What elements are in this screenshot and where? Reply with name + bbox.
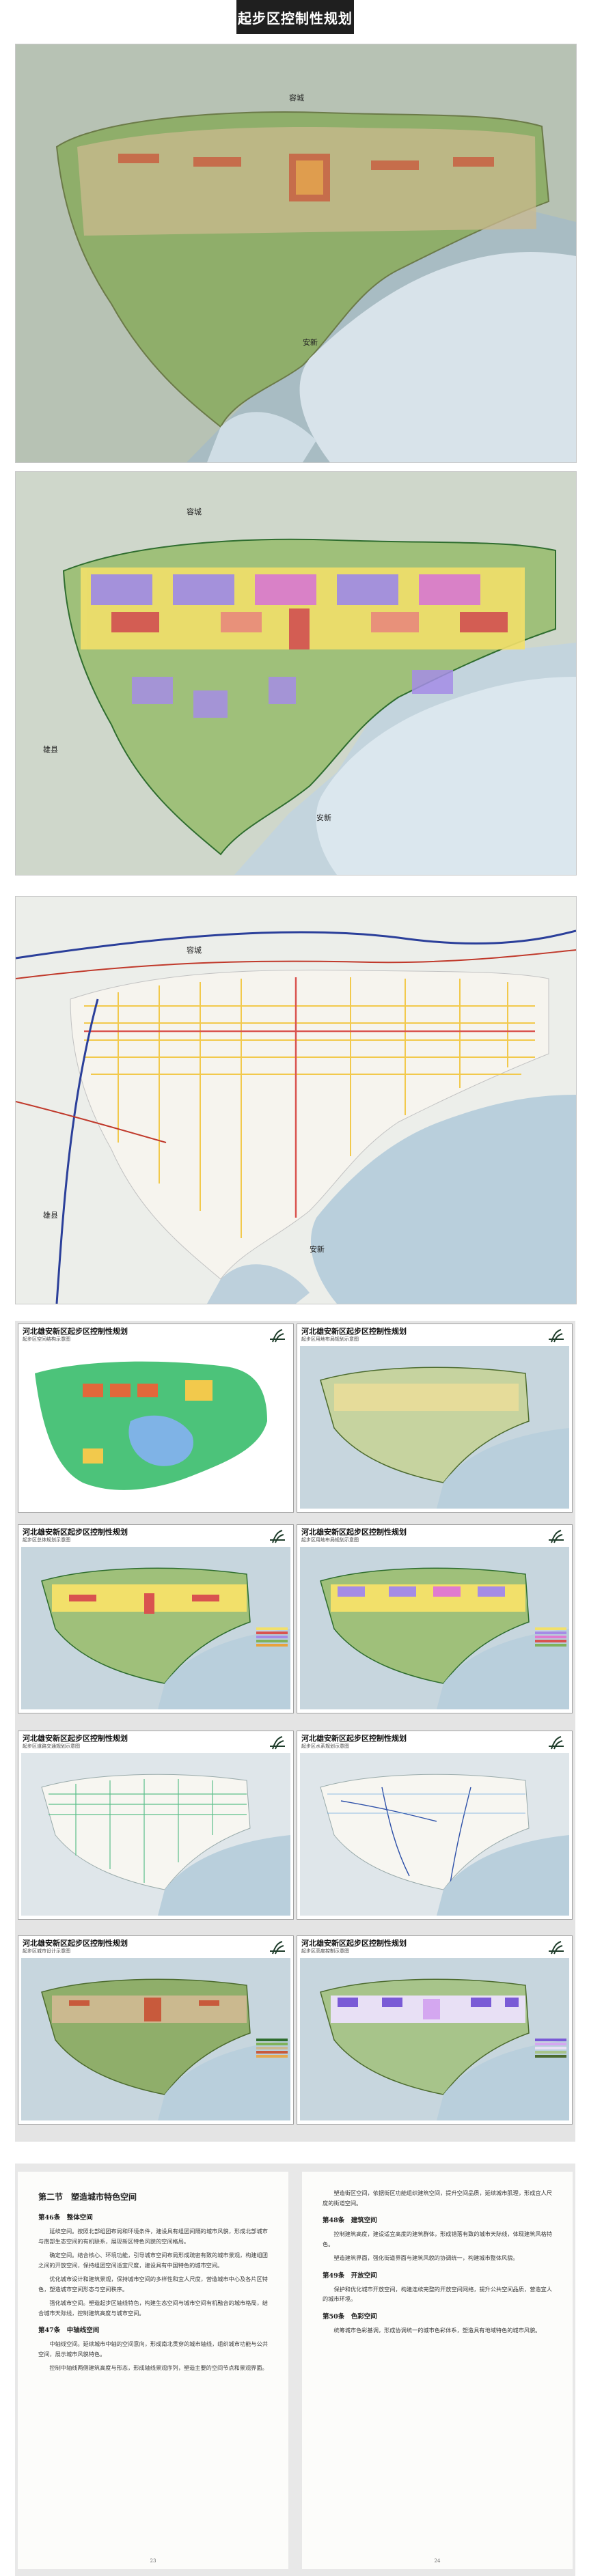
sheet-map xyxy=(21,1346,290,1509)
sheet-map xyxy=(300,1958,569,2120)
sheet-legend xyxy=(256,1627,288,1648)
paragraph: 保护和优化城市开放空间，构建连续完整的开放空间网络，提升公共空间品质，营造宜人的… xyxy=(323,2285,552,2303)
map3-label-south: 安新 xyxy=(310,1244,325,1254)
sheet-subtitle: 起步区水系规划示意图 xyxy=(301,1744,349,1749)
road-network-map-svg: 容城 雄县 安新 xyxy=(16,897,576,1304)
paragraph: 中轴线空间。延续城市中轴的空间意向，形成南北贯穿的城市轴线，组织城市功能与公共空… xyxy=(38,2340,268,2357)
sheet-title: 河北雄安新区起步区控制性规划 xyxy=(301,1940,407,1948)
map2-label-south: 安新 xyxy=(316,813,331,822)
planning-sheet: 河北雄安新区起步区控制性规划 起步区总体规划示意图 xyxy=(18,1524,294,1713)
sheet-title: 河北雄安新区起步区控制性规划 xyxy=(23,1735,128,1743)
map3-label-north: 容城 xyxy=(187,945,202,955)
emblem-icon xyxy=(549,1329,564,1343)
sheet-map xyxy=(21,1547,290,1709)
master-plan-map: 容城 安新 xyxy=(15,44,577,463)
sheet-subtitle: 起步区城市设计示意图 xyxy=(23,1949,70,1954)
page-number: 23 xyxy=(150,2558,156,2564)
sheet-subtitle: 起步区空间结构示意图 xyxy=(23,1337,70,1342)
sheet-legend xyxy=(535,2039,566,2059)
sheet-subtitle: 起步区用地布局规划示意图 xyxy=(301,1538,359,1543)
sheet-subtitle: 起步区道路交通规划示意图 xyxy=(23,1744,80,1749)
article-heading: 第47条 中轴线空间 xyxy=(38,2327,100,2334)
planning-sheet: 河北雄安新区起步区控制性规划 起步区空间结构示意图 xyxy=(18,1324,294,1513)
emblem-icon xyxy=(549,1736,564,1750)
section-title: 第二节 塑造城市特色空间 xyxy=(38,2192,137,2202)
document-page-left: 第二节 塑造城市特色空间 第46条 整体空间 延续空间。按照北部组团布局和环境条… xyxy=(18,2172,288,2569)
sheet-map xyxy=(300,1753,569,1916)
sheet-header: 河北雄安新区起步区控制性规划 起步区用地布局规划示意图 xyxy=(301,1327,520,1343)
emblem-icon xyxy=(549,1941,564,1955)
planning-sheet: 河北雄安新区起步区控制性规划 起步区道路交通规划示意图 xyxy=(18,1731,294,1920)
sheet-title: 河北雄安新区起步区控制性规划 xyxy=(301,1735,407,1743)
land-use-map-svg: 容城 雄县 安新 xyxy=(16,472,576,875)
article-heading: 第50条 色彩空间 xyxy=(323,2312,377,2321)
sheet-header: 河北雄安新区起步区控制性规划 起步区高度控制示意图 xyxy=(301,1939,520,1955)
paragraph: 确定空间。结合核心、环境功能，引导城市空间布局形成疏密有致的城市景观，构建组团之… xyxy=(38,2252,268,2269)
land-use-map: 容城 雄县 安新 xyxy=(15,471,577,876)
sheet-header: 河北雄安新区起步区控制性规划 起步区水系规划示意图 xyxy=(301,1734,520,1750)
sheet-map xyxy=(21,1958,290,2120)
sheet-title: 河北雄安新区起步区控制性规划 xyxy=(301,1328,407,1336)
article-heading: 第46条 整体空间 xyxy=(38,2214,93,2222)
sheet-title: 河北雄安新区起步区控制性规划 xyxy=(301,1528,407,1537)
emblem-icon xyxy=(549,1530,564,1543)
master-plan-map-svg: 容城 安新 xyxy=(16,44,576,462)
emblem-icon xyxy=(270,1329,285,1343)
planning-sheet: 河北雄安新区起步区控制性规划 起步区用地布局规划示意图 xyxy=(297,1324,573,1513)
sheet-map xyxy=(21,1753,290,1916)
sheet-header: 河北雄安新区起步区控制性规划 起步区空间结构示意图 xyxy=(23,1327,241,1343)
paragraph: 统筹城市色彩基调，形成协调统一的城市色彩体系，塑造具有地域特色的城市风貌。 xyxy=(333,2326,541,2334)
planning-sheet: 河北雄安新区起步区控制性规划 起步区水系规划示意图 xyxy=(297,1731,573,1920)
paragraph: 优化城市设计和建筑景观，保持城市空间的多样性和宜人尺度，营造城市中心及各片区特色… xyxy=(38,2276,268,2293)
sheet-map xyxy=(300,1547,569,1709)
sheet-title: 河北雄安新区起步区控制性规划 xyxy=(23,1940,128,1948)
sheet-subtitle: 起步区总体规划示意图 xyxy=(23,1538,70,1543)
map3-label-west: 雄县 xyxy=(43,1210,58,1220)
paragraph: 塑造建筑界面，强化街道界面与建筑风貌的协调统一，构建城市整体风貌。 xyxy=(333,2254,519,2261)
sheet-title: 河北雄安新区起步区控制性规划 xyxy=(23,1328,128,1336)
page-title: 起步区控制性规划 xyxy=(236,0,354,34)
page-number: 24 xyxy=(434,2558,441,2564)
planning-sheet: 河北雄安新区起步区控制性规划 起步区城市设计示意图 xyxy=(18,1935,294,2125)
sheet-legend xyxy=(256,2039,288,2059)
article-heading: 第49条 开放空间 xyxy=(323,2271,377,2280)
planning-sheet: 河北雄安新区起步区控制性规划 起步区高度控制示意图 xyxy=(297,1935,573,2125)
document-spread: 第二节 塑造城市特色空间 第46条 整体空间 延续空间。按照北部组团布局和环境条… xyxy=(15,2164,575,2576)
paragraph: 塑造街区空间，依据街区功能组织建筑空间，提升空间品质，延续城市肌理，形成宜人尺度… xyxy=(323,2189,552,2207)
sheet-header: 河北雄安新区起步区控制性规划 起步区总体规划示意图 xyxy=(23,1528,241,1544)
map1-label-south: 安新 xyxy=(303,337,318,347)
planning-sheet-grid: 河北雄安新区起步区控制性规划 起步区空间结构示意图 河北雄安新区起步区控制性规划… xyxy=(15,1321,575,2142)
sheet-header: 河北雄安新区起步区控制性规划 起步区城市设计示意图 xyxy=(23,1939,241,1955)
paragraph: 控制建筑高度，建设适宜高度的建筑群体，形成错落有致的城市天际线，体现建筑风格特色… xyxy=(323,2230,552,2248)
road-network-map: 容城 雄县 安新 xyxy=(15,896,577,1304)
sheet-map xyxy=(300,1346,569,1509)
map2-label-north: 容城 xyxy=(187,507,202,516)
sheet-legend xyxy=(535,1627,566,1648)
emblem-icon xyxy=(270,1941,285,1955)
paragraph: 延续空间。按照北部组团布局和环境条件，建设具有组团间隔的城市风貌，形成北部城市与… xyxy=(38,2228,268,2245)
sheet-header: 河北雄安新区起步区控制性规划 起步区用地布局规划示意图 xyxy=(301,1528,520,1544)
planning-sheet: 河北雄安新区起步区控制性规划 起步区用地布局规划示意图 xyxy=(297,1524,573,1713)
sheet-header: 河北雄安新区起步区控制性规划 起步区道路交通规划示意图 xyxy=(23,1734,241,1750)
map2-label-west: 雄县 xyxy=(43,744,58,754)
emblem-icon xyxy=(270,1530,285,1543)
emblem-icon xyxy=(270,1736,285,1750)
article-heading: 第48条 建筑空间 xyxy=(323,2217,377,2224)
sheet-subtitle: 起步区用地布局规划示意图 xyxy=(301,1337,359,1342)
paragraph: 控制中轴线两侧建筑高度与形态，形成轴线景观序列，塑造主要的空间节点和景观界面。 xyxy=(49,2364,268,2371)
paragraph: 强化城市空间。塑造起步区轴线特色，构建生态空间与城市空间有机融合的城市格局，结合… xyxy=(38,2299,268,2316)
document-page-right: 塑造街区空间，依据街区功能组织建筑空间，提升空间品质，延续城市肌理，形成宜人尺度… xyxy=(302,2172,573,2569)
sheet-title: 河北雄安新区起步区控制性规划 xyxy=(23,1528,128,1537)
sheet-subtitle: 起步区高度控制示意图 xyxy=(301,1949,349,1954)
map1-label-north: 容城 xyxy=(289,93,304,102)
